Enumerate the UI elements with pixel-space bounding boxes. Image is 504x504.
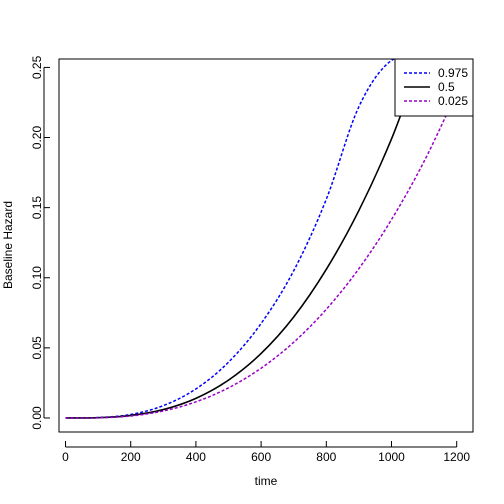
y-tick-label: 0.25 bbox=[30, 55, 44, 79]
x-tick-label: 600 bbox=[251, 450, 271, 464]
y-tick-label: 0.05 bbox=[30, 336, 44, 360]
legend-label: 0.025 bbox=[438, 94, 468, 108]
series-line-0-975 bbox=[65, 59, 457, 419]
x-axis-label: time bbox=[255, 474, 278, 488]
plot-frame bbox=[58, 58, 474, 433]
y-tick-label: 0.00 bbox=[30, 406, 44, 430]
y-axis: 0.00 0.05 0.10 0.15 0.20 0.25 bbox=[30, 55, 50, 430]
legend-label: 0.975 bbox=[438, 66, 468, 80]
y-tick-label: 0.15 bbox=[30, 196, 44, 220]
legend-box bbox=[394, 58, 474, 117]
legend-label: 0.5 bbox=[438, 80, 455, 94]
x-tick-label: 400 bbox=[186, 450, 206, 464]
plot-area bbox=[65, 59, 458, 419]
x-tick-label: 800 bbox=[316, 450, 336, 464]
y-tick-label: 0.20 bbox=[30, 126, 44, 150]
x-tick-label: 0 bbox=[62, 450, 69, 464]
x-tick-label: 1200 bbox=[443, 450, 470, 464]
y-tick-label: 0.10 bbox=[30, 266, 44, 290]
y-axis-label: Baseline Hazard bbox=[1, 201, 15, 289]
x-tick-label: 1000 bbox=[378, 450, 405, 464]
series-line-0-025 bbox=[65, 92, 458, 419]
x-axis: 0 200 400 600 800 1000 1200 bbox=[62, 441, 470, 464]
x-tick-label: 200 bbox=[121, 450, 141, 464]
